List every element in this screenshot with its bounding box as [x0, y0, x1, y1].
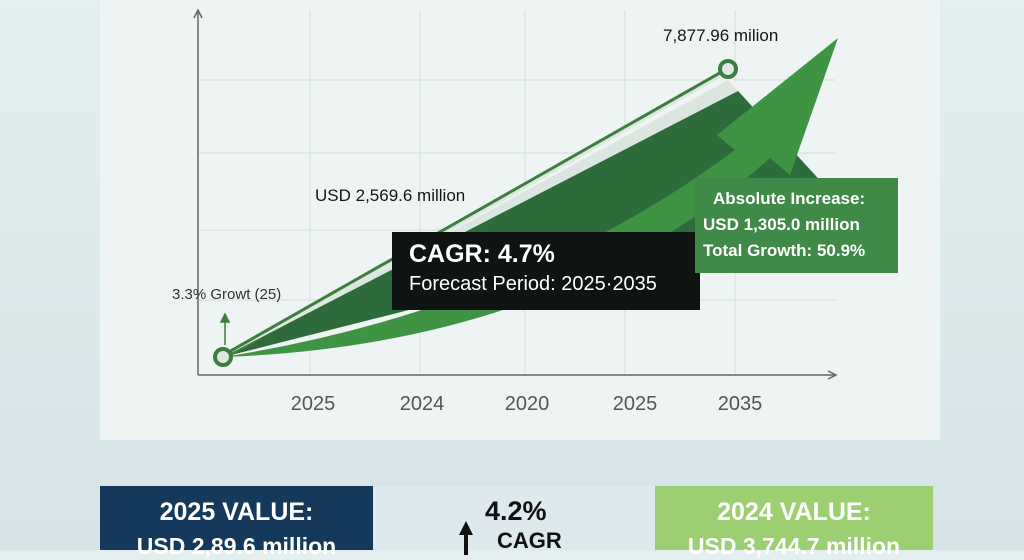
total-growth: Total Growth: 50.9% [703, 241, 866, 260]
small-up-arrow [219, 312, 231, 345]
x-tick-label: 2025 [290, 393, 336, 415]
y-axis-arrow [193, 8, 203, 19]
card-title: 2025 VALUE: [159, 498, 314, 526]
x-tick-label: 2035 [717, 393, 763, 415]
mid-value-label: USD 2,569.6 million [315, 186, 466, 205]
area-dark [223, 80, 870, 357]
increase-title: Absolute Increase: [713, 189, 866, 208]
cagr-label: CAGR [497, 528, 562, 553]
increase-callout: Absolute Increase: USD 1,305.0 million T… [695, 178, 898, 273]
card-cagr: 4.2% CAGR [373, 486, 655, 555]
up-arrow-icon [459, 521, 473, 555]
x-tick-label: 2020 [504, 393, 550, 415]
card-value: USD 2,89.6 million [136, 533, 337, 559]
start-note-label: 3.3% Growt (25) [172, 286, 282, 303]
x-tick-label: 2025 [612, 393, 658, 415]
x-tick-label: 2024 [399, 393, 445, 415]
card-title: 2024 VALUE: [717, 498, 871, 526]
forecast-period-text: Forecast Period: 2025·2035 [409, 273, 657, 295]
increase-value: USD 1,305.0 million [703, 215, 860, 234]
start-point [213, 347, 233, 367]
cagr-percent: 4.2% [485, 496, 547, 526]
end-point [718, 59, 738, 79]
card-value: USD 3,744.7 million [687, 533, 901, 559]
end-value-label: 7,877.96 milion [663, 26, 779, 45]
axes [193, 8, 838, 380]
cagr-callout: CAGR: 4.7% Forecast Period: 2025·2035 [392, 232, 700, 310]
card-2024-value: 2024 VALUE: USD 3,744.7 million [655, 486, 933, 559]
card-2025-value: 2025 VALUE: USD 2,89.6 million [100, 486, 373, 559]
x-axis-arrow [827, 370, 838, 380]
line-gap [223, 70, 740, 357]
cagr-text: CAGR: 4.7% [409, 240, 555, 268]
